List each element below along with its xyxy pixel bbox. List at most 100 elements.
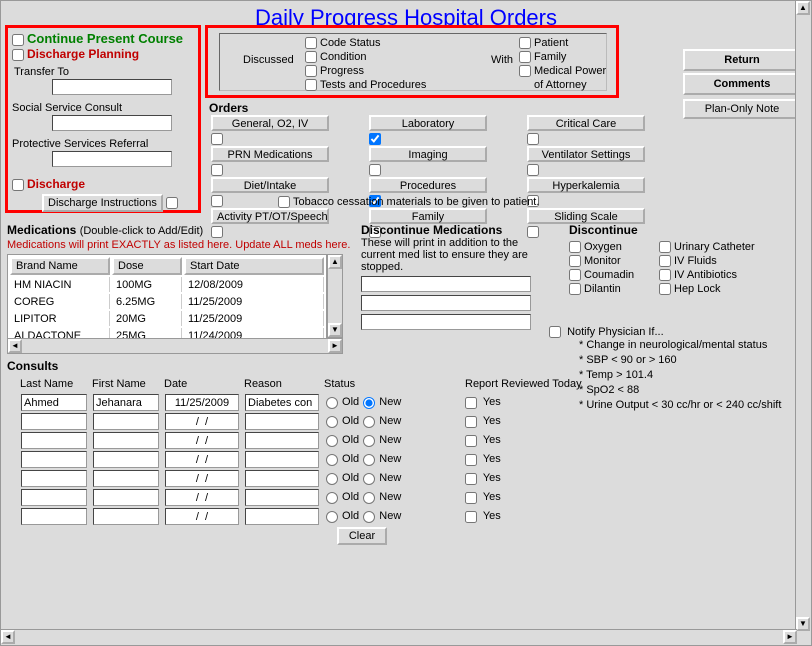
disc2-check-0[interactable] — [659, 241, 671, 253]
consult-first-input[interactable] — [93, 508, 159, 525]
meds-col-dose[interactable]: Dose — [112, 257, 182, 275]
notify-check[interactable] — [549, 326, 561, 338]
order-button-3-0[interactable]: Critical Care — [527, 115, 645, 131]
meds-scroll-v[interactable]: ▲ ▼ — [327, 254, 343, 338]
progress-check[interactable] — [305, 65, 317, 77]
win-scroll-down-icon[interactable]: ▼ — [796, 617, 810, 631]
tobacco-check[interactable] — [278, 196, 290, 208]
transfer-to-input[interactable] — [52, 79, 172, 95]
consult-first-input[interactable] — [93, 394, 159, 411]
order-button-2-2[interactable]: Procedures — [369, 177, 487, 193]
status-new-radio[interactable] — [363, 435, 375, 447]
condition-check[interactable] — [305, 51, 317, 63]
consult-date-input[interactable] — [165, 413, 239, 430]
tests-check[interactable] — [305, 79, 317, 91]
discharge-instructions-check[interactable] — [166, 197, 178, 209]
consult-last-input[interactable] — [21, 432, 87, 449]
order-button-2-0[interactable]: Laboratory — [369, 115, 487, 131]
family-check[interactable] — [519, 51, 531, 63]
win-scroll-right-icon[interactable]: ► — [783, 630, 797, 644]
consult-last-input[interactable] — [21, 489, 87, 506]
order-check-2-0[interactable] — [369, 133, 381, 145]
consult-reason-input[interactable] — [245, 432, 319, 449]
continue-course-check[interactable] — [12, 34, 24, 46]
consult-first-input[interactable] — [93, 489, 159, 506]
report-yes-check[interactable] — [465, 435, 477, 447]
consult-reason-input[interactable] — [245, 489, 319, 506]
meds-table[interactable]: Brand Name Dose Start Date HM NIACIN100M… — [7, 254, 327, 346]
consult-reason-input[interactable] — [245, 413, 319, 430]
report-yes-check[interactable] — [465, 416, 477, 428]
report-yes-check[interactable] — [465, 397, 477, 409]
scroll-left-icon[interactable]: ◄ — [8, 339, 22, 353]
order-check-3-0[interactable] — [527, 133, 539, 145]
window-scroll-v[interactable]: ▲ ▼ — [795, 1, 811, 631]
order-check-3-1[interactable] — [527, 164, 539, 176]
consult-date-input[interactable] — [165, 394, 239, 411]
order-button-2-3[interactable]: Family — [369, 208, 487, 224]
return-button[interactable]: Return — [683, 49, 801, 71]
order-check-2-1[interactable] — [369, 164, 381, 176]
consult-reason-input[interactable] — [245, 508, 319, 525]
disc2-check-1[interactable] — [659, 255, 671, 267]
disc1-check-3[interactable] — [569, 283, 581, 295]
consult-reason-input[interactable] — [245, 470, 319, 487]
plan-only-button[interactable]: Plan-Only Note — [683, 99, 801, 119]
discharge-planning-check[interactable] — [12, 49, 24, 61]
order-button-1-1[interactable]: PRN Medications — [211, 146, 329, 162]
consult-last-input[interactable] — [21, 508, 87, 525]
code-status-check[interactable] — [305, 37, 317, 49]
consult-date-input[interactable] — [165, 432, 239, 449]
order-button-3-2[interactable]: Hyperkalemia — [527, 177, 645, 193]
discharge-instructions-button[interactable]: Discharge Instructions — [42, 194, 163, 212]
med-row[interactable]: COREG6.25MG11/25/2009 — [10, 294, 324, 309]
patient-check[interactable] — [519, 37, 531, 49]
meds-col-date[interactable]: Start Date — [184, 257, 324, 275]
disc-med-input-2[interactable] — [361, 295, 531, 311]
window-scroll-h[interactable]: ◄ ► — [1, 629, 797, 645]
consult-last-input[interactable] — [21, 413, 87, 430]
disc1-check-0[interactable] — [569, 241, 581, 253]
scroll-up-icon[interactable]: ▲ — [328, 255, 342, 269]
order-check-1-3[interactable] — [211, 226, 223, 238]
consult-date-input[interactable] — [165, 508, 239, 525]
status-old-radio[interactable] — [326, 473, 338, 485]
status-new-radio[interactable] — [363, 492, 375, 504]
consult-date-input[interactable] — [165, 451, 239, 468]
social-service-input[interactable] — [52, 115, 172, 131]
meds-col-brand[interactable]: Brand Name — [10, 257, 110, 275]
disc2-check-2[interactable] — [659, 269, 671, 281]
consult-last-input[interactable] — [21, 470, 87, 487]
disc-med-input-1[interactable] — [361, 276, 531, 292]
discharge-check[interactable] — [12, 179, 24, 191]
order-check-1-1[interactable] — [211, 164, 223, 176]
report-yes-check[interactable] — [465, 492, 477, 504]
consult-date-input[interactable] — [165, 489, 239, 506]
disc-med-input-3[interactable] — [361, 314, 531, 330]
status-new-radio[interactable] — [363, 397, 375, 409]
status-new-radio[interactable] — [363, 454, 375, 466]
order-button-3-3[interactable]: Sliding Scale — [527, 208, 645, 224]
report-yes-check[interactable] — [465, 473, 477, 485]
med-row[interactable]: LIPITOR20MG11/25/2009 — [10, 311, 324, 326]
clear-button[interactable]: Clear — [337, 527, 387, 545]
consult-first-input[interactable] — [93, 470, 159, 487]
order-check-1-0[interactable] — [211, 133, 223, 145]
status-old-radio[interactable] — [326, 511, 338, 523]
comments-button[interactable]: Comments — [683, 73, 801, 95]
status-old-radio[interactable] — [326, 492, 338, 504]
disc1-check-2[interactable] — [569, 269, 581, 281]
protective-input[interactable] — [52, 151, 172, 167]
consult-last-input[interactable] — [21, 451, 87, 468]
disc2-check-3[interactable] — [659, 283, 671, 295]
report-yes-check[interactable] — [465, 454, 477, 466]
order-button-1-2[interactable]: Diet/Intake — [211, 177, 329, 193]
status-new-radio[interactable] — [363, 511, 375, 523]
med-row[interactable]: HM NIACIN100MG12/08/2009 — [10, 277, 324, 292]
order-button-2-1[interactable]: Imaging — [369, 146, 487, 162]
mpoa-check[interactable] — [519, 65, 531, 77]
status-old-radio[interactable] — [326, 435, 338, 447]
scroll-down-icon[interactable]: ▼ — [328, 323, 342, 337]
disc1-check-1[interactable] — [569, 255, 581, 267]
status-old-radio[interactable] — [326, 416, 338, 428]
